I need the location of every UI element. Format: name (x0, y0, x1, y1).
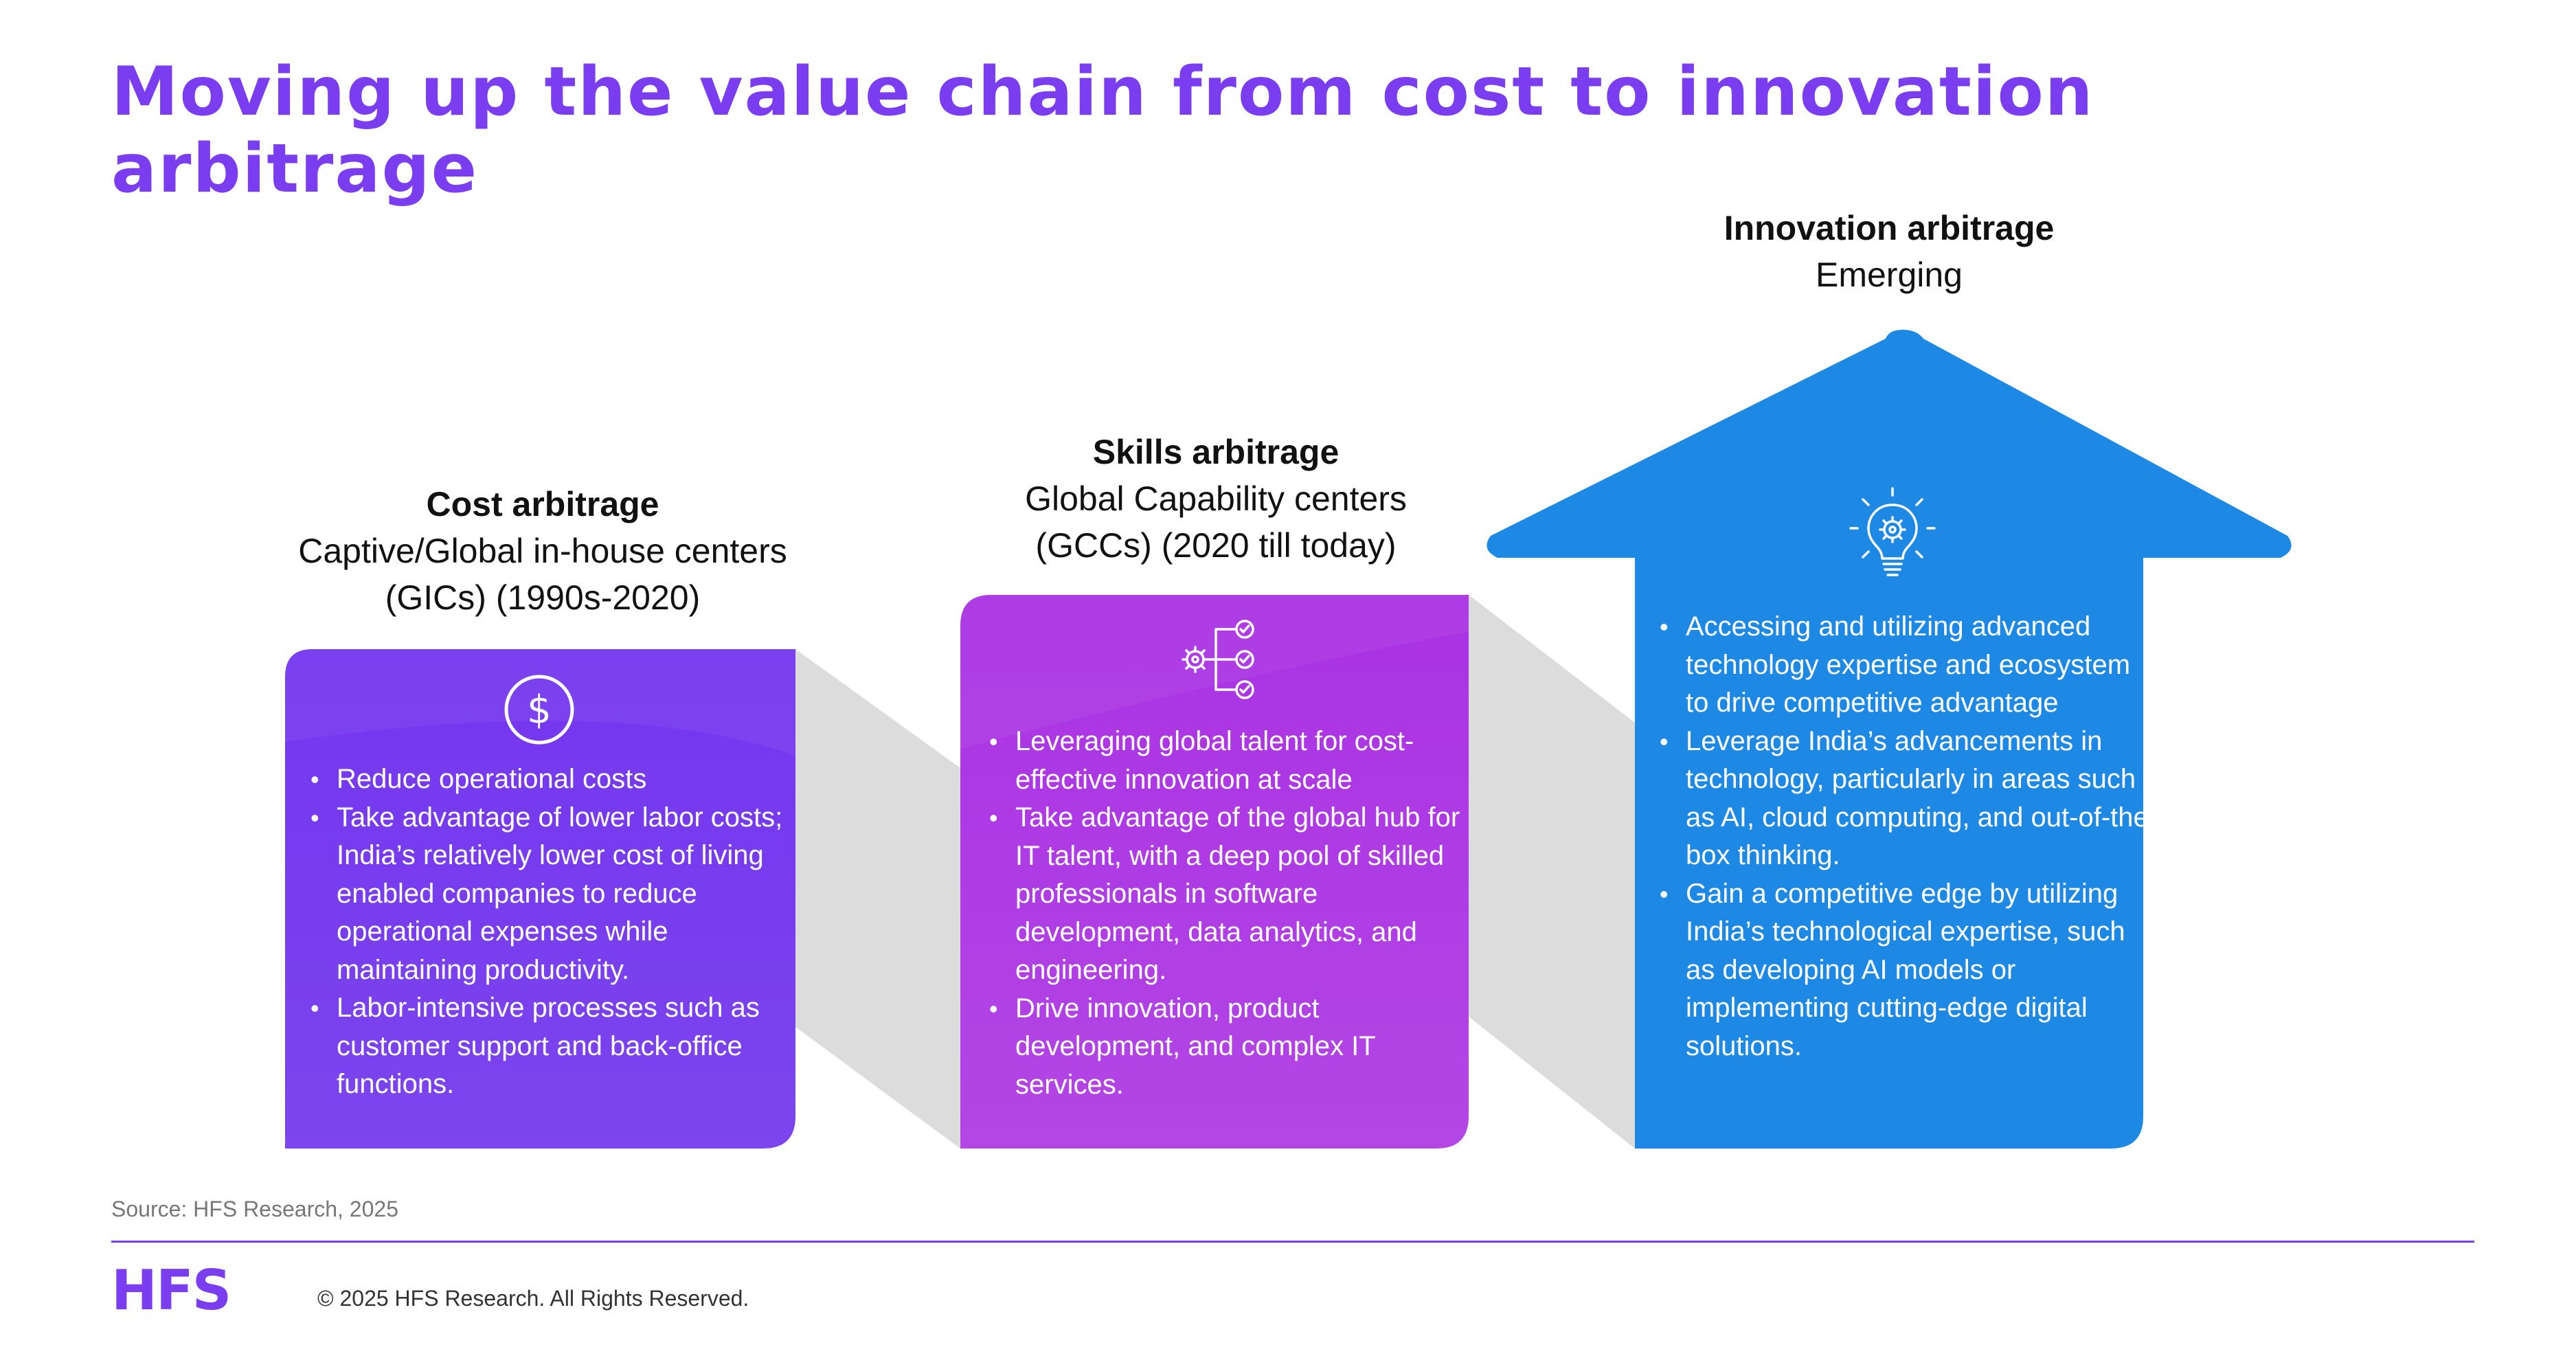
list-item: Leveraging global talent for cost-effect… (989, 723, 1482, 799)
list-item: Drive innovation, product development, a… (989, 990, 1482, 1105)
stage-title: Skills arbitrage (1092, 433, 1340, 471)
list-item: Reduce operational costs (310, 760, 804, 799)
stage-bullets-cost: Reduce operational costs Take advantage … (310, 760, 804, 1104)
hfs-logo: HFS (111, 1264, 231, 1319)
workflow-checklist-icon (1182, 620, 1254, 699)
svg-text:$: $ (527, 688, 552, 732)
footer-divider (111, 1241, 2474, 1243)
page-title: Moving up the value chain from cost to i… (111, 53, 2094, 208)
list-item: Accessing and utilizing advanced technol… (1660, 608, 2160, 723)
list-item: Gain a competitive edge by utilizing Ind… (1660, 875, 2160, 1066)
list-item: Take advantage of lower labor costs; Ind… (310, 799, 804, 990)
stage-title: Innovation arbitrage (1724, 209, 2055, 247)
stage-bullets-skills: Leveraging global talent for cost-effect… (989, 723, 1482, 1104)
card-sheen (285, 649, 795, 756)
stage-title: Cost arbitrage (426, 485, 659, 523)
stage-subtitle: (GICs) (1990s-2020) (385, 578, 701, 617)
copyright-text: © 2025 HFS Research. All Rights Reserved… (317, 1286, 749, 1311)
card-sheen (960, 595, 1469, 749)
connector-band-1 (795, 649, 960, 1149)
list-item: Take advantage of the global hub for IT … (989, 799, 1482, 990)
connector-band-2 (1469, 595, 1635, 1149)
lightbulb-gear-icon (1849, 487, 1936, 576)
source-note: Source: HFS Research, 2025 (111, 1197, 398, 1221)
stage-heading-innovation: Innovation arbitrage Emerging (1607, 205, 2171, 298)
stage-subtitle: Emerging (1816, 256, 1963, 294)
stage-subtitle: (GCCs) (2020 till today) (1035, 526, 1397, 565)
stage-bullets-innovation: Accessing and utilizing advanced technol… (1660, 608, 2160, 1065)
stage-subtitle: Captive/Global in-house centers (298, 532, 787, 570)
stage-heading-skills: Skills arbitrage Global Capability cente… (934, 429, 1498, 569)
svg-text:HFS: HFS (111, 1264, 230, 1319)
stage-heading-cost: Cost arbitrage Captive/Global in-house c… (261, 481, 824, 621)
list-item: Leverage India’s advancements in technol… (1660, 723, 2160, 875)
list-item: Labor-intensive processes such as custom… (310, 989, 804, 1104)
stage-subtitle: Global Capability centers (1025, 479, 1407, 518)
dollar-icon: $ (504, 675, 574, 745)
